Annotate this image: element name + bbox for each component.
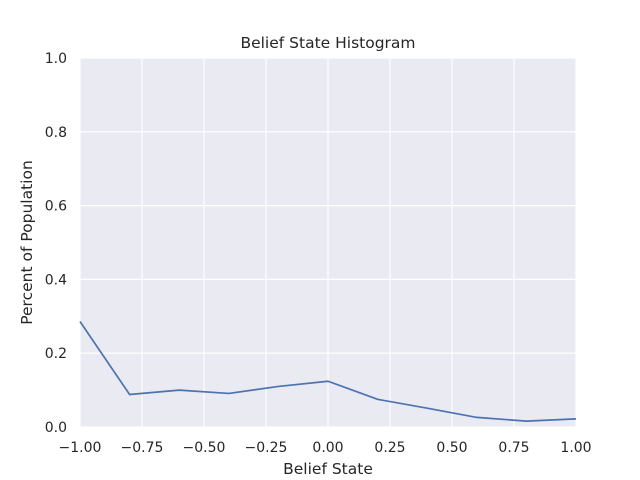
y-tick-label: 0.2 [45, 346, 67, 362]
y-tick-labels: 0.0 0.2 0.4 0.6 0.8 1.0 [45, 51, 67, 436]
y-tick-label: 0.0 [45, 420, 67, 436]
series-layer [79, 320, 577, 422]
series-line-0 [79, 320, 577, 422]
x-tick-label: −0.75 [121, 440, 164, 456]
x-tick-label: −1.00 [59, 440, 102, 456]
chart-title: Belief State Histogram [240, 34, 415, 52]
grid [79, 57, 577, 428]
x-tick-label: 0.50 [436, 440, 467, 456]
x-tick-label: −0.50 [183, 440, 226, 456]
x-tick-label: 0.25 [374, 440, 405, 456]
x-axis-title: Belief State [283, 460, 373, 478]
x-tick-label: 0.00 [312, 440, 343, 456]
x-tick-label: 1.00 [560, 440, 591, 456]
y-tick-label: 0.4 [45, 272, 67, 288]
x-tick-labels: −1.00 −0.75 −0.50 −0.25 0.00 0.25 0.50 0.75 1.00 [59, 440, 592, 456]
y-tick-label: 0.6 [45, 199, 67, 215]
y-axis-title: Percent of Population [18, 160, 36, 325]
x-tick-label: −0.25 [245, 440, 288, 456]
y-tick-label: 1.0 [45, 51, 67, 67]
y-tick-label: 0.8 [45, 125, 67, 141]
x-tick-label: 0.75 [498, 440, 529, 456]
